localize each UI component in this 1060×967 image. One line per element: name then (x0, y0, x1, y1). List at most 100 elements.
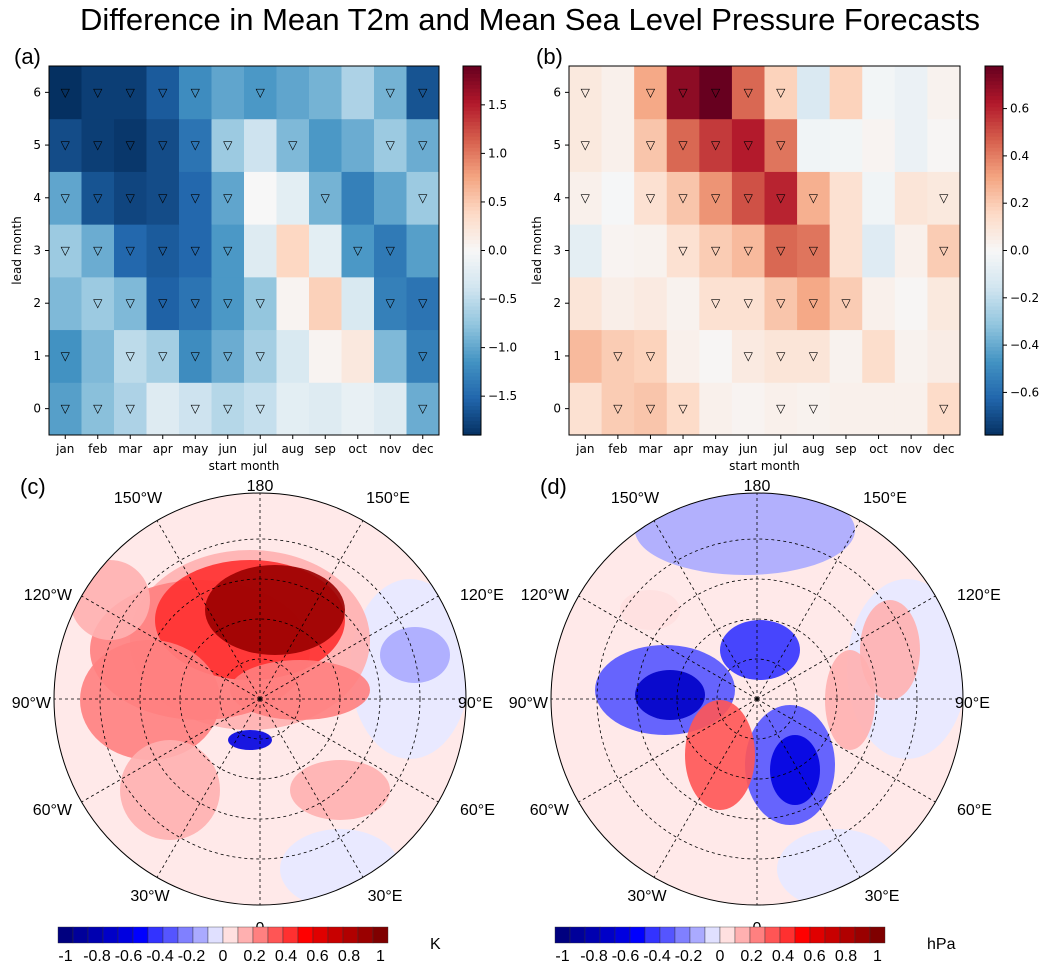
y-tick-label: 4 (33, 191, 41, 205)
colorbar-step (985, 224, 1003, 229)
y-tick-label: 3 (553, 244, 561, 258)
longitude-label: 120°E (957, 587, 1001, 604)
heatmap-cell (764, 66, 798, 120)
polar-map-c: 1800150°W150°E120°W120°E90°W90°E60°W60°E… (12, 478, 504, 937)
colorbar-step (985, 235, 1003, 241)
colorbar-tick-label: -1 (58, 948, 72, 965)
heatmap-cell (146, 382, 180, 436)
heatmap-cell (49, 118, 82, 172)
colorbar-step (463, 320, 481, 325)
heatmap-cell (666, 329, 700, 383)
colorbar-step (985, 431, 1003, 436)
heatmap-cell (894, 382, 928, 436)
significance-marker: ▽ (158, 349, 168, 363)
meridian-line (756, 698, 861, 878)
significance-marker: ▽ (126, 138, 136, 152)
colorbar-tick-label: 0.4 (1010, 149, 1029, 163)
colorbar-tick-label: 0.2 (740, 948, 762, 965)
longitude-label: 90°W (509, 695, 549, 712)
colorbar-step (985, 187, 1003, 193)
heatmap-cell (81, 329, 115, 383)
significance-marker: ▽ (386, 296, 396, 310)
x-tick-label: apr (153, 442, 173, 456)
colorbar-step (463, 224, 481, 229)
colorbar-step (463, 158, 481, 163)
heatmap-cell (731, 118, 765, 172)
colorbar-step (463, 427, 481, 432)
significance-marker: ▽ (223, 191, 233, 205)
colorbar-tick-label: −0.5 (488, 292, 517, 306)
colorbar-step (463, 335, 481, 340)
significance-marker: ▽ (711, 191, 721, 205)
meridian-line (81, 595, 261, 700)
significance-marker: ▽ (223, 296, 233, 310)
longitude-label: 60°W (33, 802, 73, 819)
heatmap-cell (829, 276, 863, 331)
colorbar-step (985, 132, 1003, 137)
heatmap-cell (276, 224, 310, 278)
colorbar-tick-label: 1 (873, 948, 882, 965)
y-tick-label: 0 (33, 402, 41, 416)
colorbar-step (463, 405, 481, 410)
colorbar-step (463, 77, 481, 82)
heatmap-cell (179, 224, 212, 278)
colorbar-tick-label: 0.8 (835, 948, 857, 965)
colorbar-step (985, 110, 1003, 115)
colorbar-level (749, 926, 766, 944)
longitude-label: 150°E (366, 490, 410, 507)
colorbar-level (734, 926, 751, 944)
heatmap-cell (114, 171, 147, 225)
colorbar-tick-label: −1.5 (488, 389, 517, 403)
significance-marker: ▽ (158, 191, 168, 205)
significance-marker: ▽ (776, 402, 786, 416)
heatmap-cell (634, 329, 668, 383)
heatmap-cell (146, 329, 180, 383)
heatmap-cell (797, 329, 831, 383)
x-tick-label: oct (348, 442, 367, 456)
colorbar-step (985, 217, 1003, 222)
colorbar-level (854, 926, 871, 944)
colorbar-level (192, 926, 209, 944)
map-boundary (53, 492, 467, 906)
contour-region (860, 600, 920, 700)
colorbar-step (463, 357, 481, 362)
colorbar-tick-label: 0.6 (306, 948, 328, 965)
heatmap-cell (862, 66, 896, 120)
heatmap-cell (374, 118, 407, 172)
colorbar-step (463, 184, 481, 189)
significance-marker: ▽ (744, 85, 754, 99)
colorbar-step (985, 390, 1003, 396)
colorbar-level (147, 926, 164, 944)
meridian-line (259, 698, 439, 803)
colorbar-step (985, 283, 1003, 288)
heatmap-cell (374, 276, 407, 331)
colorbar-step (463, 409, 481, 414)
longitude-label: 90°E (458, 695, 493, 712)
colorbar-level (809, 926, 826, 944)
colorbar-step (985, 180, 1003, 185)
colorbar-step (463, 165, 481, 170)
heatmap-cell (179, 329, 212, 383)
y-tick-label: 3 (33, 244, 41, 258)
significance-marker: ▽ (61, 191, 71, 205)
colorbar-level (779, 926, 796, 944)
colorbar-step (985, 150, 1003, 156)
heatmap-cell (374, 171, 407, 225)
colorbar-step (985, 416, 1003, 421)
heatmap-cell (666, 276, 700, 331)
colorbar-step (463, 280, 481, 285)
colorbar-level (584, 926, 601, 944)
meridian-line (156, 520, 261, 700)
colorbar-step (985, 346, 1003, 351)
colorbar-step (463, 132, 481, 137)
significance-marker: ▽ (744, 138, 754, 152)
significance-marker: ▽ (776, 349, 786, 363)
colorbar-step (463, 368, 481, 373)
heatmap-cell (114, 329, 147, 383)
significance-marker: ▽ (939, 244, 949, 258)
heatmap-cell (211, 276, 245, 331)
significance-marker: ▽ (191, 296, 201, 310)
colorbar-step (463, 136, 481, 141)
colorbar-step (985, 383, 1003, 388)
heatmap-cell (829, 224, 863, 278)
